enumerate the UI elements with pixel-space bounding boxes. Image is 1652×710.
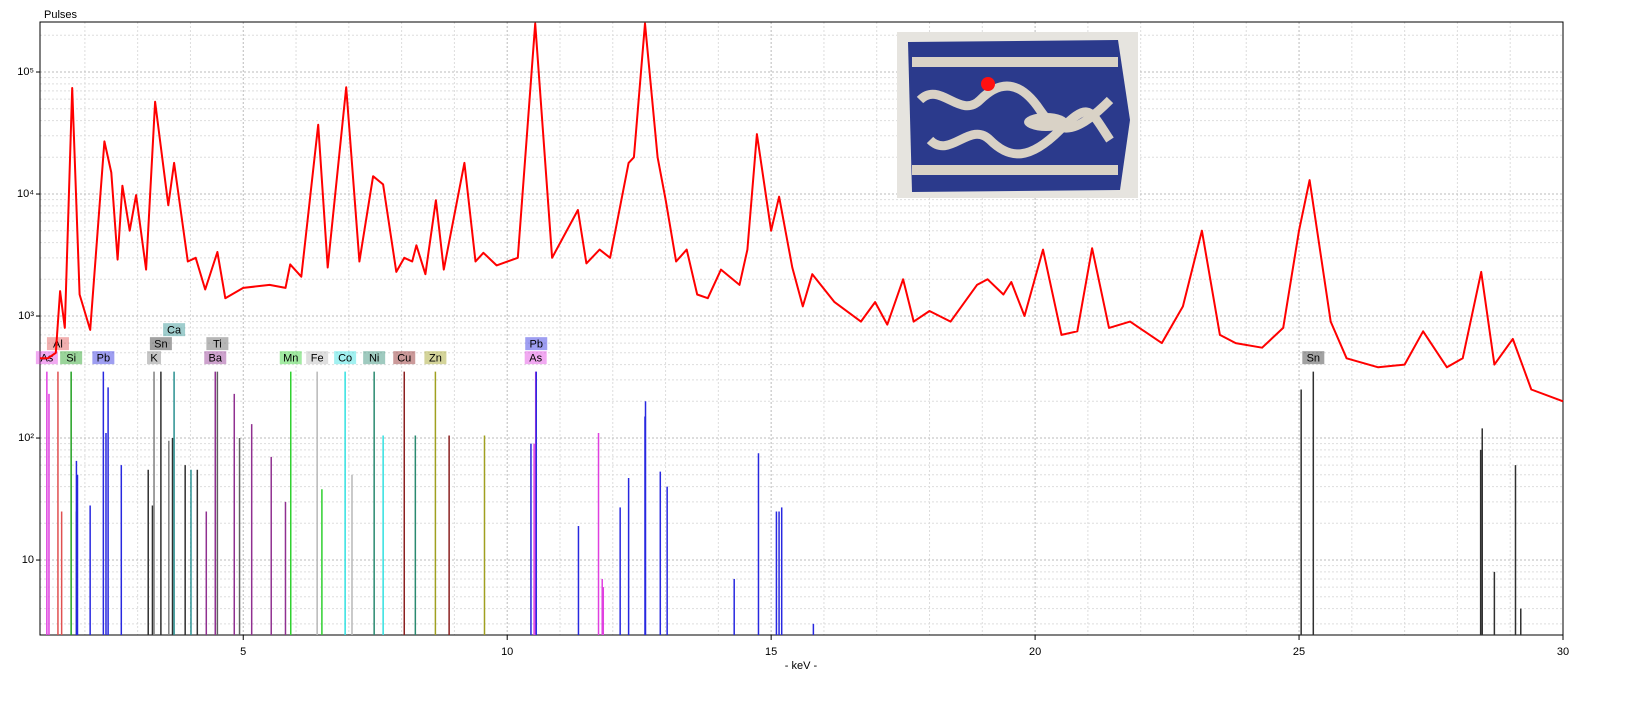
- element-label: Co: [338, 353, 352, 365]
- element-label-box: [363, 351, 386, 365]
- y-tick-label: 10²: [18, 432, 34, 444]
- tile-pattern: [926, 107, 1114, 159]
- element-label: Sn: [1307, 353, 1320, 365]
- element-label-box: [524, 351, 547, 365]
- element-label-box: [92, 351, 115, 365]
- element-label-box: [334, 351, 357, 365]
- element-label: Al: [53, 339, 63, 351]
- grid: [40, 22, 1564, 635]
- y-tick-label: 10: [22, 554, 34, 566]
- tile-pattern: [1024, 113, 1068, 131]
- element-label-box: [1302, 351, 1325, 365]
- element-label-box: [149, 337, 172, 351]
- x-tick-label: 10: [501, 646, 513, 658]
- sample-photo: [897, 32, 1138, 198]
- x-tick-label: 20: [1029, 646, 1041, 658]
- measure-point: [981, 77, 995, 91]
- element-label-box: [424, 351, 447, 365]
- element-label-box: [279, 351, 302, 365]
- element-label-box: [46, 337, 69, 351]
- element-label: Zn: [429, 353, 442, 365]
- element-label: Ca: [167, 325, 182, 337]
- element-label: Fe: [311, 353, 324, 365]
- x-tick-label: 15: [765, 646, 777, 658]
- element-label-box: [393, 351, 416, 365]
- element-label: Ba: [209, 353, 223, 365]
- x-tick-label: 30: [1557, 646, 1569, 658]
- element-label-box: [525, 337, 548, 351]
- y-tick-label: 10⁴: [17, 188, 34, 200]
- element-label: As: [529, 353, 542, 365]
- y-tick-label: 10⁵: [17, 66, 34, 78]
- element-label: Mn: [283, 353, 298, 365]
- spectrum-line: [40, 22, 1564, 403]
- element-label: K: [150, 353, 158, 365]
- y-axis-label: Pulses: [44, 9, 78, 21]
- element-label: Si: [66, 353, 76, 365]
- element-label-box: [147, 351, 162, 365]
- element-label: Cu: [397, 353, 411, 365]
- element-label: Sn: [154, 339, 167, 351]
- tile-border: [912, 57, 1118, 175]
- x-tick-label: 25: [1293, 646, 1305, 658]
- element-label: Pb: [529, 339, 542, 351]
- element-label-box: [163, 323, 186, 337]
- tile: [908, 40, 1130, 192]
- tile-pattern: [916, 81, 1114, 133]
- element-label-box: [204, 351, 227, 365]
- element-label: Ti: [213, 339, 222, 351]
- x-axis-label: - keV -: [785, 660, 818, 672]
- y-tick-label: 10³: [18, 310, 34, 322]
- plot-frame: [39, 21, 1564, 636]
- element-label-box: [206, 337, 229, 351]
- element-label-box: [60, 351, 83, 365]
- element-label-box: [306, 351, 329, 365]
- element-label: Ni: [369, 353, 379, 365]
- element-label: Pb: [97, 353, 110, 365]
- x-tick-label: 5: [240, 646, 246, 658]
